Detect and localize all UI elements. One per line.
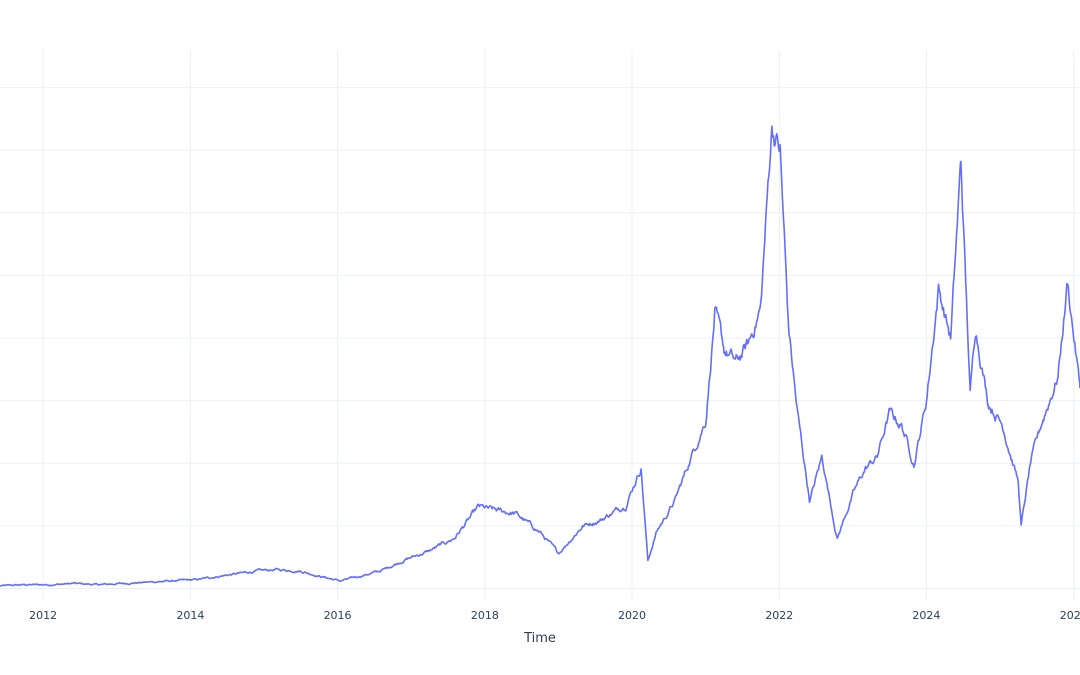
x-tick-label: 2012 bbox=[29, 609, 57, 622]
y-gridlines bbox=[0, 87, 1080, 589]
x-tick-label: 2022 bbox=[765, 609, 793, 622]
x-tick-label: 2016 bbox=[324, 609, 352, 622]
x-tick-label: 2018 bbox=[471, 609, 499, 622]
x-axis-title: Time bbox=[523, 631, 556, 646]
x-gridlines bbox=[42, 50, 1075, 601]
series-layer bbox=[0, 125, 1080, 587]
series-line bbox=[0, 125, 1080, 587]
x-tick-label: 2024 bbox=[912, 609, 940, 622]
x-tick-label: 2020 bbox=[618, 609, 646, 622]
x-tick-label: 2026 bbox=[1060, 609, 1080, 622]
x-tick-labels: 2012 2014 2016 2018 2020 2022 2024 2026 bbox=[29, 609, 1080, 622]
x-tick-label: 2014 bbox=[176, 609, 204, 622]
